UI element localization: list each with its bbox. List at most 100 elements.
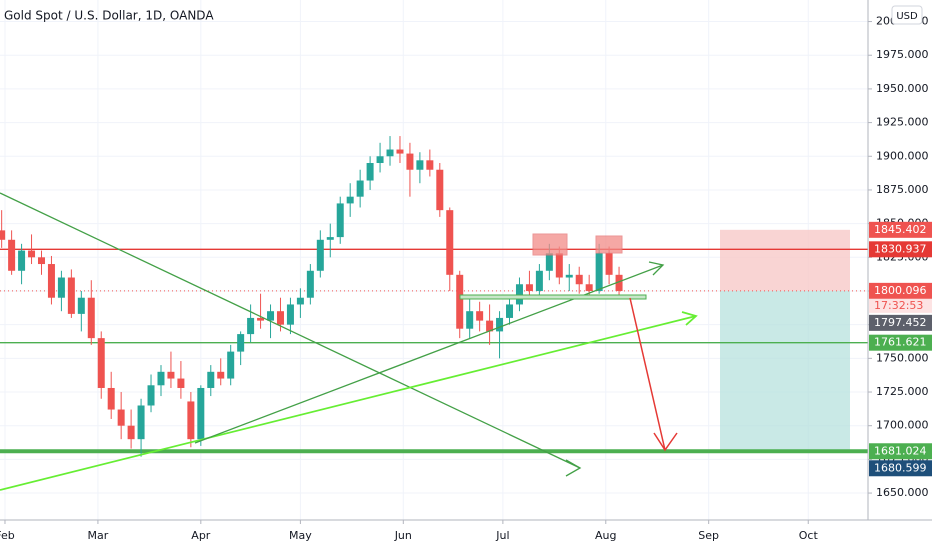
candle-body (306, 270, 314, 298)
candle-body (286, 304, 294, 325)
arrow-head (681, 311, 698, 326)
candle-body (585, 284, 593, 291)
x-tick-label: Aug (595, 529, 616, 542)
candle-body (496, 317, 504, 332)
arrow-head (565, 459, 582, 477)
arrow-head (653, 432, 678, 452)
candle-body (336, 203, 344, 238)
candle-body (167, 371, 175, 379)
y-tick-label: 1650.000 (876, 486, 929, 499)
candle-body (247, 317, 255, 335)
candle-body (386, 149, 394, 157)
candle-body (87, 297, 95, 339)
y-tick-label: 1725.000 (876, 385, 929, 398)
arrow-head (648, 261, 665, 276)
candle-body (326, 237, 334, 240)
candle-body (77, 297, 85, 314)
candle-body (366, 163, 374, 181)
candle-body (486, 320, 494, 332)
candle-body (8, 239, 16, 271)
price-label-box (869, 282, 932, 299)
price-label: 1800.096 (874, 284, 927, 297)
price-label: 1830.937 (874, 242, 927, 255)
x-axis: Feb Mar Apr May Jun Jul Aug Sep Oct (0, 520, 818, 542)
x-tick-label: Jul (495, 529, 509, 542)
trend-line (0, 315, 697, 491)
candle-body (476, 311, 484, 321)
candles (0, 136, 623, 457)
x-tick-label: May (289, 529, 312, 542)
price-label: 1761.621 (874, 336, 927, 349)
neckline-box (459, 294, 647, 300)
candle-body (276, 311, 284, 325)
currency-label[interactable]: USD (896, 11, 918, 22)
y-tick-label: 1750.000 (876, 351, 929, 364)
countdown-box (869, 298, 932, 313)
candle-body (67, 277, 75, 314)
candle-body (177, 378, 185, 388)
candle-body (57, 277, 65, 298)
y-tick-label: 1700.000 (876, 419, 929, 432)
candle-body (157, 371, 165, 386)
price-label-box (869, 460, 932, 477)
candle-body (127, 425, 135, 440)
candle-body (346, 196, 354, 204)
candle-body (436, 169, 444, 211)
candle-body (545, 253, 553, 271)
price-label-box (869, 221, 932, 238)
candle-body (18, 250, 26, 271)
candle-body (197, 387, 205, 440)
price-label-box (869, 334, 932, 351)
price-label-box (869, 241, 932, 258)
candle-body (187, 401, 195, 440)
candle-body (316, 239, 324, 271)
x-tick-label: Mar (88, 529, 109, 542)
candle-body (376, 156, 384, 164)
currency-button[interactable] (891, 5, 923, 25)
candle-body (267, 311, 275, 321)
chart-title: Gold Spot / U.S. Dollar, 1D, OANDA (4, 9, 214, 23)
y-tick-label: 1875.000 (876, 183, 929, 196)
stop-zone (720, 229, 850, 291)
candle-body (147, 385, 155, 406)
level-labels: 1845.402 1830.937 1800.096 17:32:53 1797.452… (869, 221, 932, 477)
candle-body (28, 250, 36, 258)
candle-body (237, 334, 245, 352)
candle-body (257, 317, 265, 321)
candle-body (615, 274, 623, 291)
candle-body (97, 338, 105, 388)
target-zone (720, 290, 850, 452)
candle-body (525, 284, 533, 291)
candle-body (506, 304, 514, 318)
price-label: 1845.402 (874, 223, 927, 236)
x-tick-label: Apr (191, 529, 211, 542)
candle-body (605, 253, 613, 275)
candle-body (47, 264, 55, 298)
y-tick-label: 1950.000 (876, 82, 929, 95)
candle-body (356, 180, 364, 197)
price-label-box (869, 314, 932, 331)
candle-body (117, 409, 125, 426)
candle-body (227, 351, 235, 379)
level-lines (0, 248, 868, 454)
y-tick-label: 1925.000 (876, 116, 929, 129)
countdown: 17:32:53 (874, 299, 923, 312)
candle-body (456, 274, 464, 329)
arrow (629, 297, 666, 451)
candle-body (535, 270, 543, 291)
candle-body (396, 149, 404, 154)
candle-body (555, 253, 563, 278)
price-label: 1797.452 (874, 316, 927, 329)
candle-body (426, 160, 434, 170)
trend-line (0, 192, 581, 469)
candle-body (446, 210, 454, 275)
price-label: 1680.599 (874, 461, 927, 474)
candle-body (406, 153, 414, 170)
x-tick-label: Oct (799, 529, 819, 542)
candle-body (137, 405, 145, 440)
drawings (0, 192, 698, 491)
price-label-box (869, 443, 932, 460)
candle-body (466, 311, 474, 329)
candle-body (217, 371, 225, 379)
